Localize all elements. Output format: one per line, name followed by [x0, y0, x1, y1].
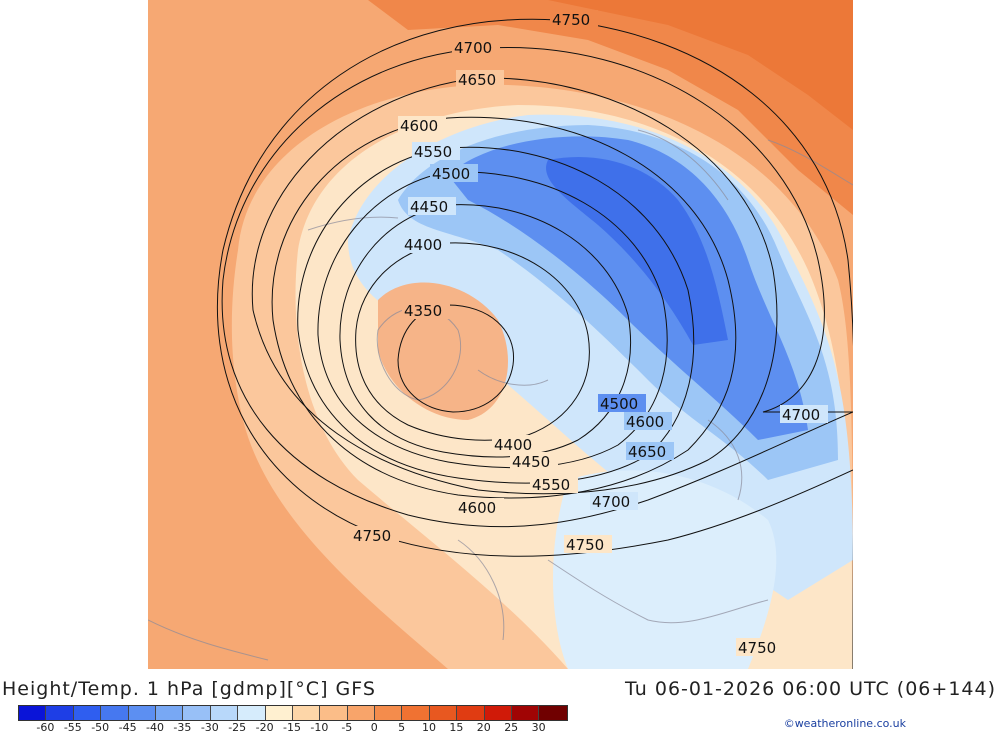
colorbar-swatch — [101, 706, 129, 720]
colorbar-swatch — [539, 706, 567, 720]
colorbar-tick-label: -25 — [228, 721, 247, 734]
contour-4600 — [271, 116, 737, 499]
colorbar-swatch — [155, 706, 184, 720]
colorbar-tick-label: 30 — [531, 721, 546, 734]
colorbar-swatch — [484, 706, 513, 720]
colorbar-swatch — [73, 706, 102, 720]
colorbar-tick-label: -40 — [146, 721, 164, 734]
contour-4750 — [216, 18, 853, 669]
colorbar-swatch — [46, 706, 74, 720]
map-title: Height/Temp. 1 hPa [gdmp][°C] GFS — [2, 678, 376, 700]
contour-4400 — [355, 242, 590, 441]
colorbar-tick-label: 5 — [398, 721, 406, 734]
coldest-core — [546, 156, 728, 345]
cold-core — [448, 136, 808, 440]
contour-4700 — [221, 47, 853, 528]
label-4750-bottom: 4750 — [566, 536, 604, 554]
label-4600-bottom: 4600 — [458, 499, 496, 517]
colorbar-swatch — [19, 706, 47, 720]
colorbar-tick-label: -30 — [200, 721, 219, 734]
colorbar-swatch — [347, 706, 376, 720]
hot-band-north — [368, 0, 853, 215]
colorbar-swatch — [210, 706, 239, 720]
label-4750-corner: 4750 — [738, 639, 776, 657]
label-4700-right: 4700 — [782, 406, 820, 424]
label-4500-top: 4500 — [432, 165, 470, 183]
colorbar-tick-label: -35 — [173, 721, 192, 734]
weather-map: 4750 4700 4650 4600 4550 4500 4450 4400 … — [148, 0, 853, 669]
label-4400-bottom: 4400 — [494, 436, 532, 454]
colorbar-swatch — [265, 706, 293, 720]
label-4350: 4350 — [404, 302, 442, 320]
label-4450-bottom: 4450 — [512, 453, 550, 471]
contour-4650 — [251, 77, 778, 495]
label-4600-top: 4600 — [400, 117, 438, 135]
label-4700-top: 4700 — [454, 39, 492, 57]
colorbar-labels: -60 -55 -50 -45 -40 -35 -30 -25 -20 -15 -10 -5 0 5 10 1… — [18, 721, 566, 734]
colorbar-tick-label: -50 — [91, 721, 110, 734]
colorbar-tick-label: -20 — [255, 721, 274, 734]
label-4550-bottom: 4550 — [532, 476, 570, 494]
colorbar-swatch — [238, 706, 266, 720]
contour-4350 — [397, 304, 515, 413]
colorbar-tick-label: 10 — [422, 721, 436, 734]
colorbar-swatch — [429, 706, 458, 720]
label-4600-right: 4600 — [626, 413, 664, 431]
colorbar-swatch — [457, 706, 485, 720]
colorbar-swatch — [128, 706, 156, 720]
colorbar-tick-label: 20 — [476, 721, 491, 734]
colorbar-tick-label: -55 — [63, 721, 82, 734]
colorbar-swatch — [183, 706, 211, 720]
label-4550-top: 4550 — [414, 143, 452, 161]
europe-light-cold — [553, 470, 777, 669]
label-4650-right: 4650 — [628, 443, 666, 461]
label-4750-top: 4750 — [552, 11, 590, 29]
colorbar-tick-label: 15 — [449, 721, 464, 734]
credit-link[interactable]: ©weatheronline.co.uk — [783, 717, 906, 730]
hot-band-core — [548, 0, 853, 130]
colorbar-tick-label: 0 — [370, 721, 378, 734]
temperature-colorbar — [18, 705, 568, 721]
label-4700-bottom: 4700 — [592, 493, 630, 511]
contour-labels: 4750 4700 4650 4600 4550 4500 4450 4400 … — [351, 10, 828, 657]
colorbar-swatch — [512, 706, 540, 720]
label-4750-left: 4750 — [353, 527, 391, 545]
colorbar-tick-label: -10 — [310, 721, 329, 734]
colorbar-swatch — [292, 706, 321, 720]
label-4450-top: 4450 — [410, 198, 448, 216]
colorbar-tick-label: -60 — [36, 721, 55, 734]
colorbar-swatch — [375, 706, 403, 720]
label-4500-right: 4500 — [600, 395, 638, 413]
colorbar-tick-label: -15 — [283, 721, 301, 734]
colorbar-swatch — [320, 706, 348, 720]
forecast-timestamp: Tu 06-01-2026 06:00 UTC (06+144) — [625, 678, 996, 700]
colorbar-swatch — [402, 706, 430, 720]
colorbar-tick-label: -5 — [341, 721, 353, 734]
colorbar-tick-label: 25 — [504, 721, 519, 734]
colorbar-tick-label: -45 — [118, 721, 137, 734]
label-4400-top: 4400 — [404, 236, 442, 254]
label-4650-top: 4650 — [458, 71, 496, 89]
